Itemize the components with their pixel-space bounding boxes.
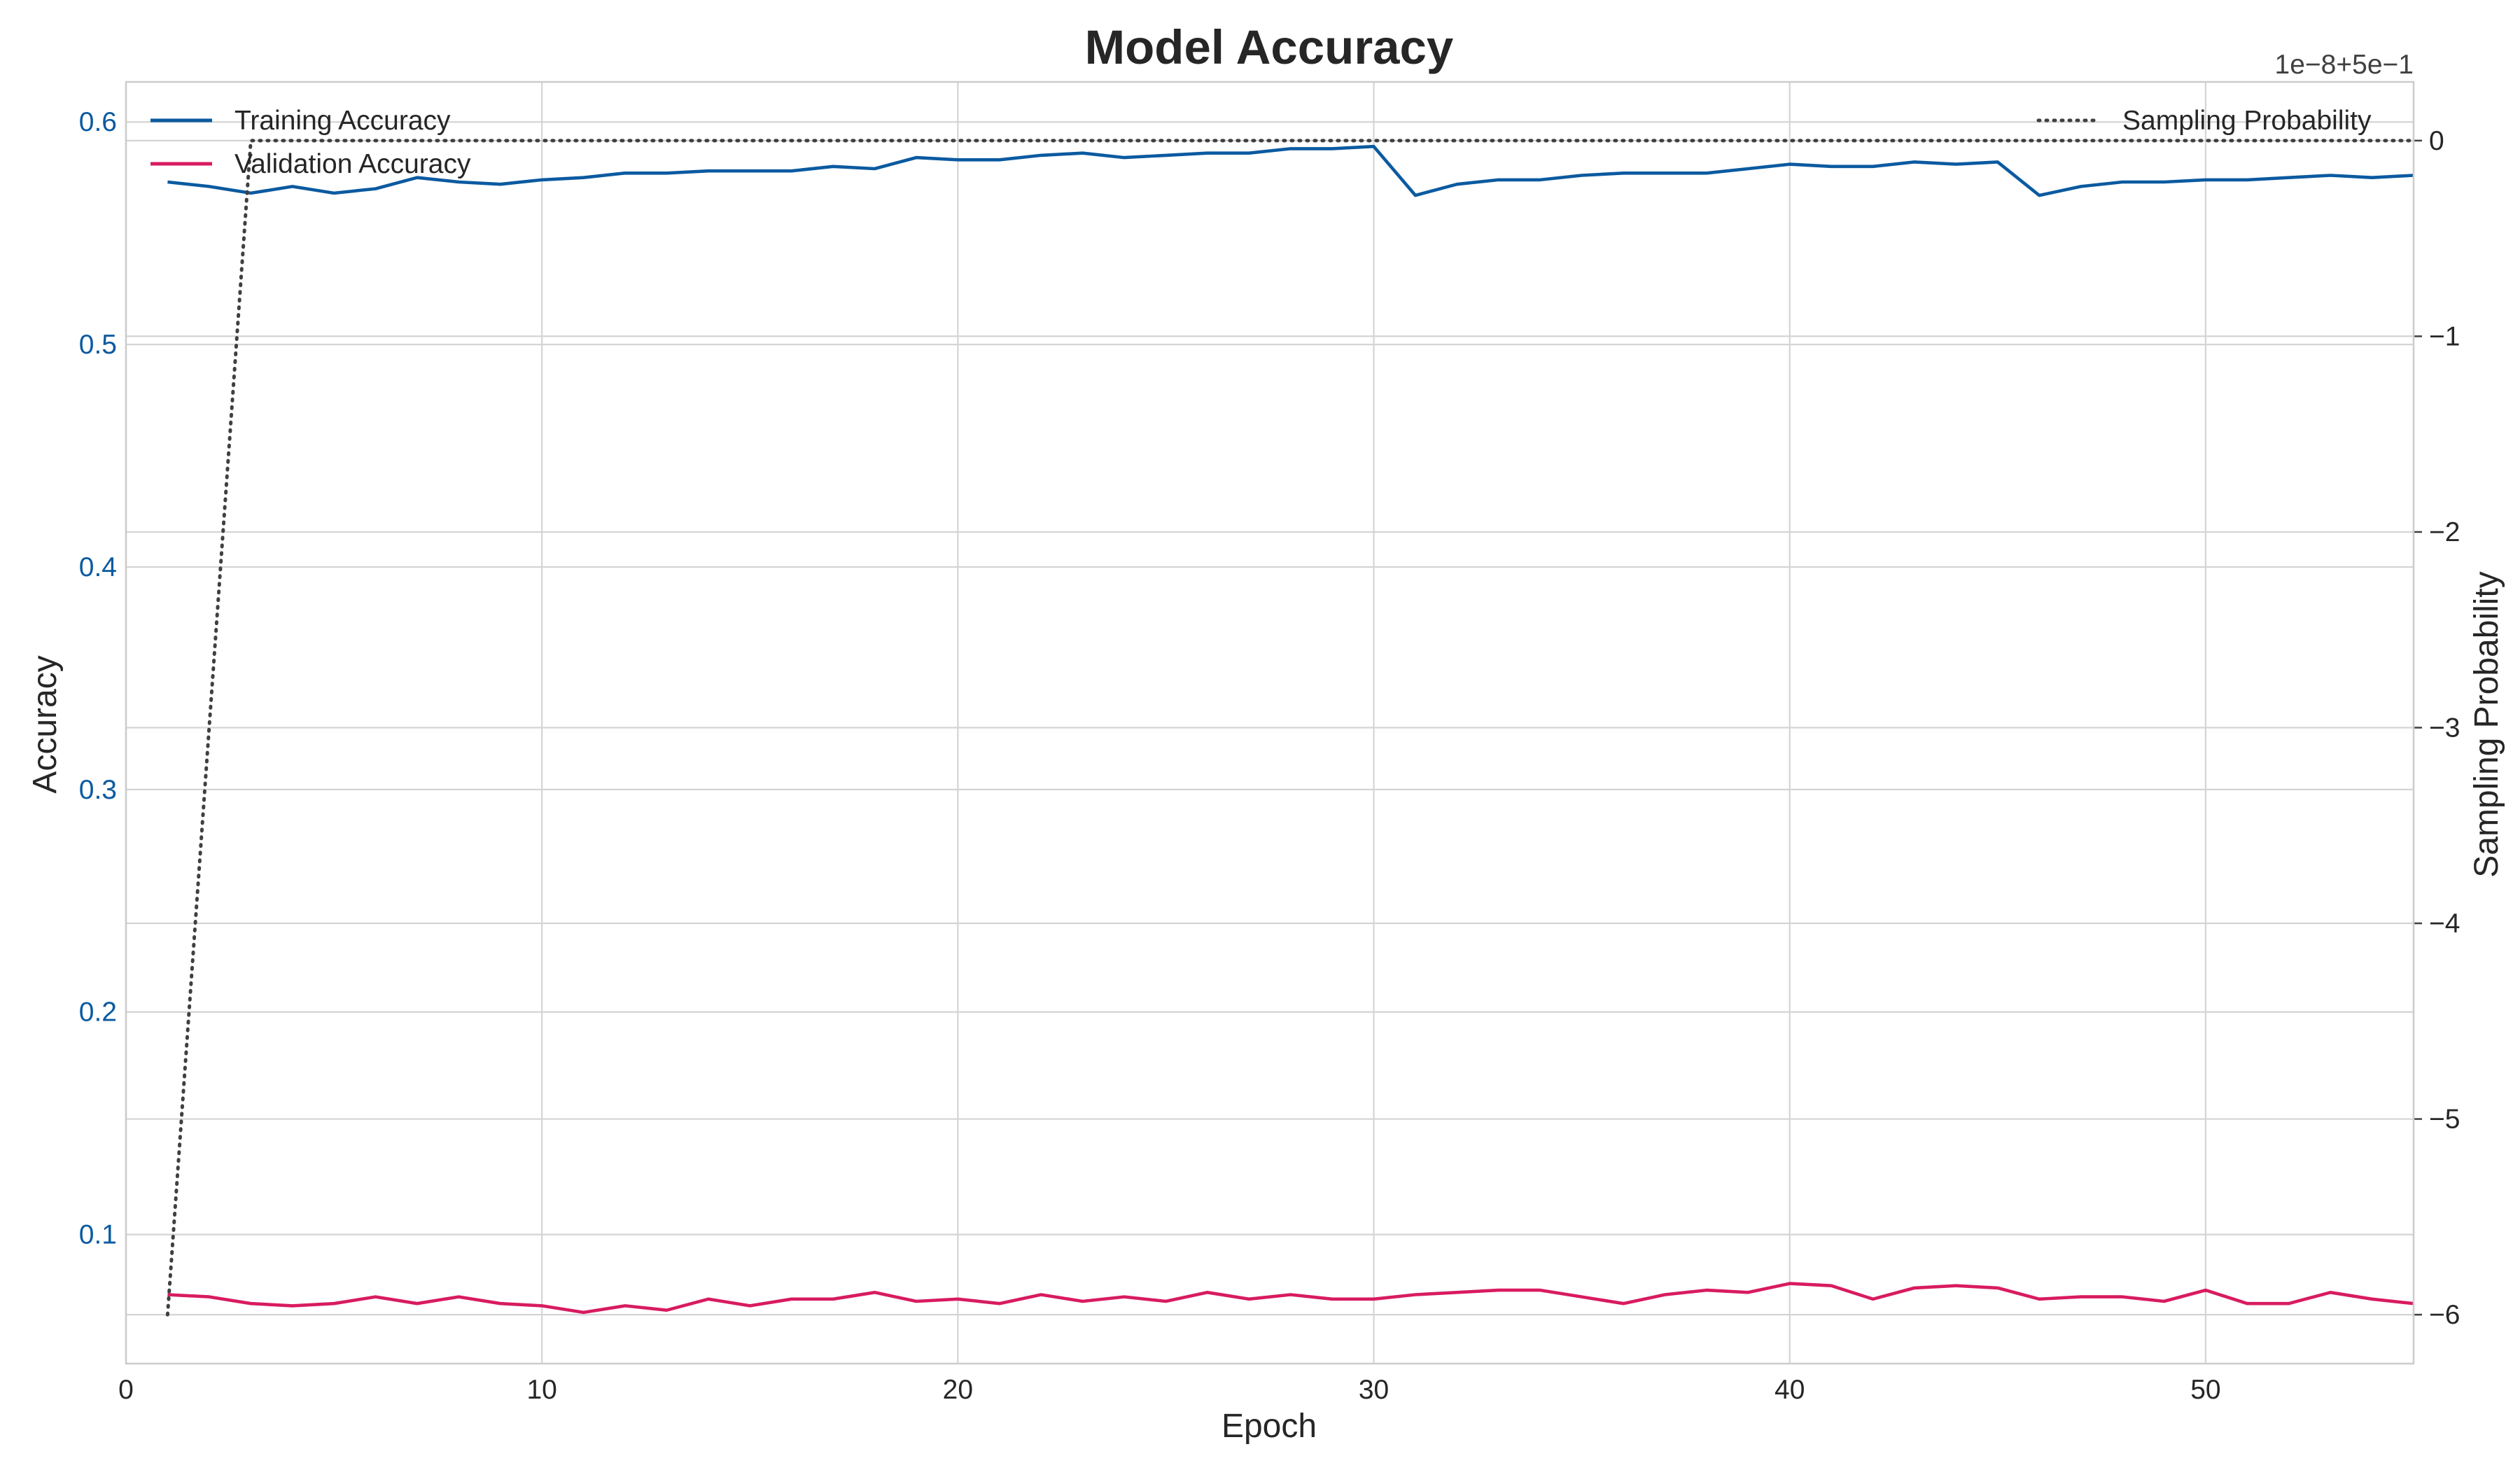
y2-offset-text: 1e−8+5e−1 xyxy=(2275,50,2414,80)
x-tick-label: 40 xyxy=(1774,1375,1805,1405)
series-line-sampling-probability xyxy=(165,139,2416,1317)
plot-frame xyxy=(125,80,2415,1365)
series-line-validation-accuracy xyxy=(167,1282,2414,1315)
x-tick-label: 10 xyxy=(526,1375,556,1405)
y2-tick-label: 0 xyxy=(2429,126,2444,156)
y-tick-label: 0.1 xyxy=(79,1220,117,1250)
x-tick-label: 30 xyxy=(1359,1375,1389,1405)
x-tick-label: 50 xyxy=(2190,1375,2220,1405)
y-tick-label: 0.4 xyxy=(79,552,117,582)
y2-tick-label: −1 xyxy=(2429,321,2460,351)
legend-label: Sampling Probability xyxy=(2122,106,2372,136)
y2-tick-label: −5 xyxy=(2429,1105,2460,1135)
plot-area xyxy=(165,139,2416,1317)
y2-tick-label: −6 xyxy=(2429,1300,2460,1330)
y2-tick-label: −3 xyxy=(2429,713,2460,743)
y-tick-label: 0.2 xyxy=(79,997,117,1028)
chart-title: Model Accuracy xyxy=(1085,20,1454,74)
legend-right: Sampling Probability xyxy=(2036,106,2372,136)
y-tick-label: 0.3 xyxy=(79,775,117,805)
x-tick-label: 0 xyxy=(118,1375,134,1405)
legend-label: Training Accuracy xyxy=(234,106,451,136)
x-tick-label: 20 xyxy=(943,1375,973,1405)
axes: 0 10 20 30 40 50 0.1 0.2 0.3 0.4 0.5 0.6 0 −1 −2 −3 −4 −5… xyxy=(79,80,2460,1405)
legend-label: Validation Accuracy xyxy=(234,149,471,179)
y-tick-label: 0.6 xyxy=(79,107,117,137)
gridlines xyxy=(125,82,2414,1364)
y2-tick-label: −2 xyxy=(2429,517,2460,547)
y2-axis-label: Sampling Probability xyxy=(2468,571,2505,878)
y-tick-label: 0.5 xyxy=(79,330,117,360)
series-line-training-accuracy xyxy=(167,144,2414,197)
y2-tick-label: −4 xyxy=(2429,909,2460,939)
y-axis-label: Accuracy xyxy=(27,655,64,793)
x-axis-label: Epoch xyxy=(1222,1408,1317,1445)
legend-left: Training Accuracy Validation Accuracy xyxy=(150,106,471,179)
